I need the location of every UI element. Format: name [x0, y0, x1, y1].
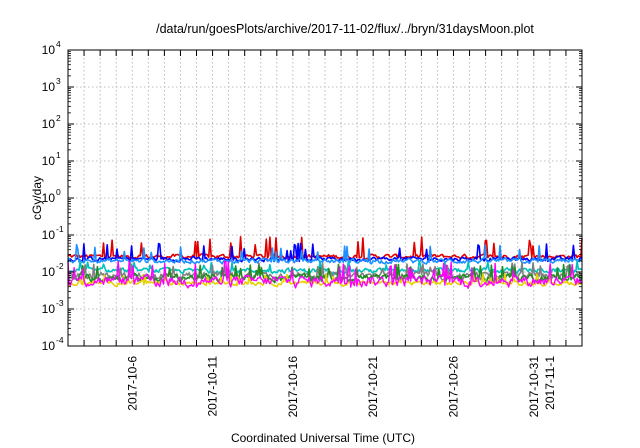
- y-tick-label: 10: [42, 191, 56, 205]
- chart-title: /data/run/goesPlots/archive/2017-11-02/f…: [156, 22, 534, 36]
- y-tick-label: 10: [42, 228, 56, 242]
- x-tick-label: 2017-10-26: [447, 356, 461, 418]
- y-tick-label: 10: [42, 302, 56, 316]
- y-tick-exponent: -4: [56, 335, 64, 345]
- y-tick-exponent: 3: [56, 76, 61, 86]
- x-tick-label: 2017-10-11: [206, 356, 220, 417]
- y-tick-label: 10: [42, 265, 56, 279]
- x-tick-label: 2017-10-16: [286, 356, 300, 418]
- y-tick-label: 10: [42, 339, 56, 353]
- x-tick-label: 2017-10-21: [366, 356, 380, 418]
- y-tick-exponent: -3: [56, 298, 64, 308]
- x-tick-label: 2017-11-1: [543, 356, 557, 410]
- y-tick-exponent: 2: [56, 113, 61, 123]
- y-tick-label: 10: [42, 154, 56, 168]
- x-tick-label: 2017-10-31: [527, 356, 541, 418]
- y-tick-exponent: 0: [56, 187, 61, 197]
- y-tick-exponent: 1: [56, 150, 61, 160]
- y-tick-exponent: -2: [56, 261, 64, 271]
- y-tick-label: 10: [42, 80, 56, 94]
- series-group: [67, 236, 583, 289]
- x-tick-label: 2017-10-6: [125, 356, 139, 411]
- y-axis-label: cGy/day: [30, 176, 44, 220]
- y-tick-label: 10: [42, 43, 56, 57]
- series-line: [67, 243, 583, 265]
- x-axis-label: Coordinated Universal Time (UTC): [231, 431, 415, 445]
- y-tick-label: 10: [42, 117, 56, 131]
- y-tick-exponent: 4: [56, 39, 61, 49]
- grid-lines: [68, 50, 582, 346]
- y-tick-exponent: -1: [56, 224, 64, 234]
- series-line: [67, 260, 583, 289]
